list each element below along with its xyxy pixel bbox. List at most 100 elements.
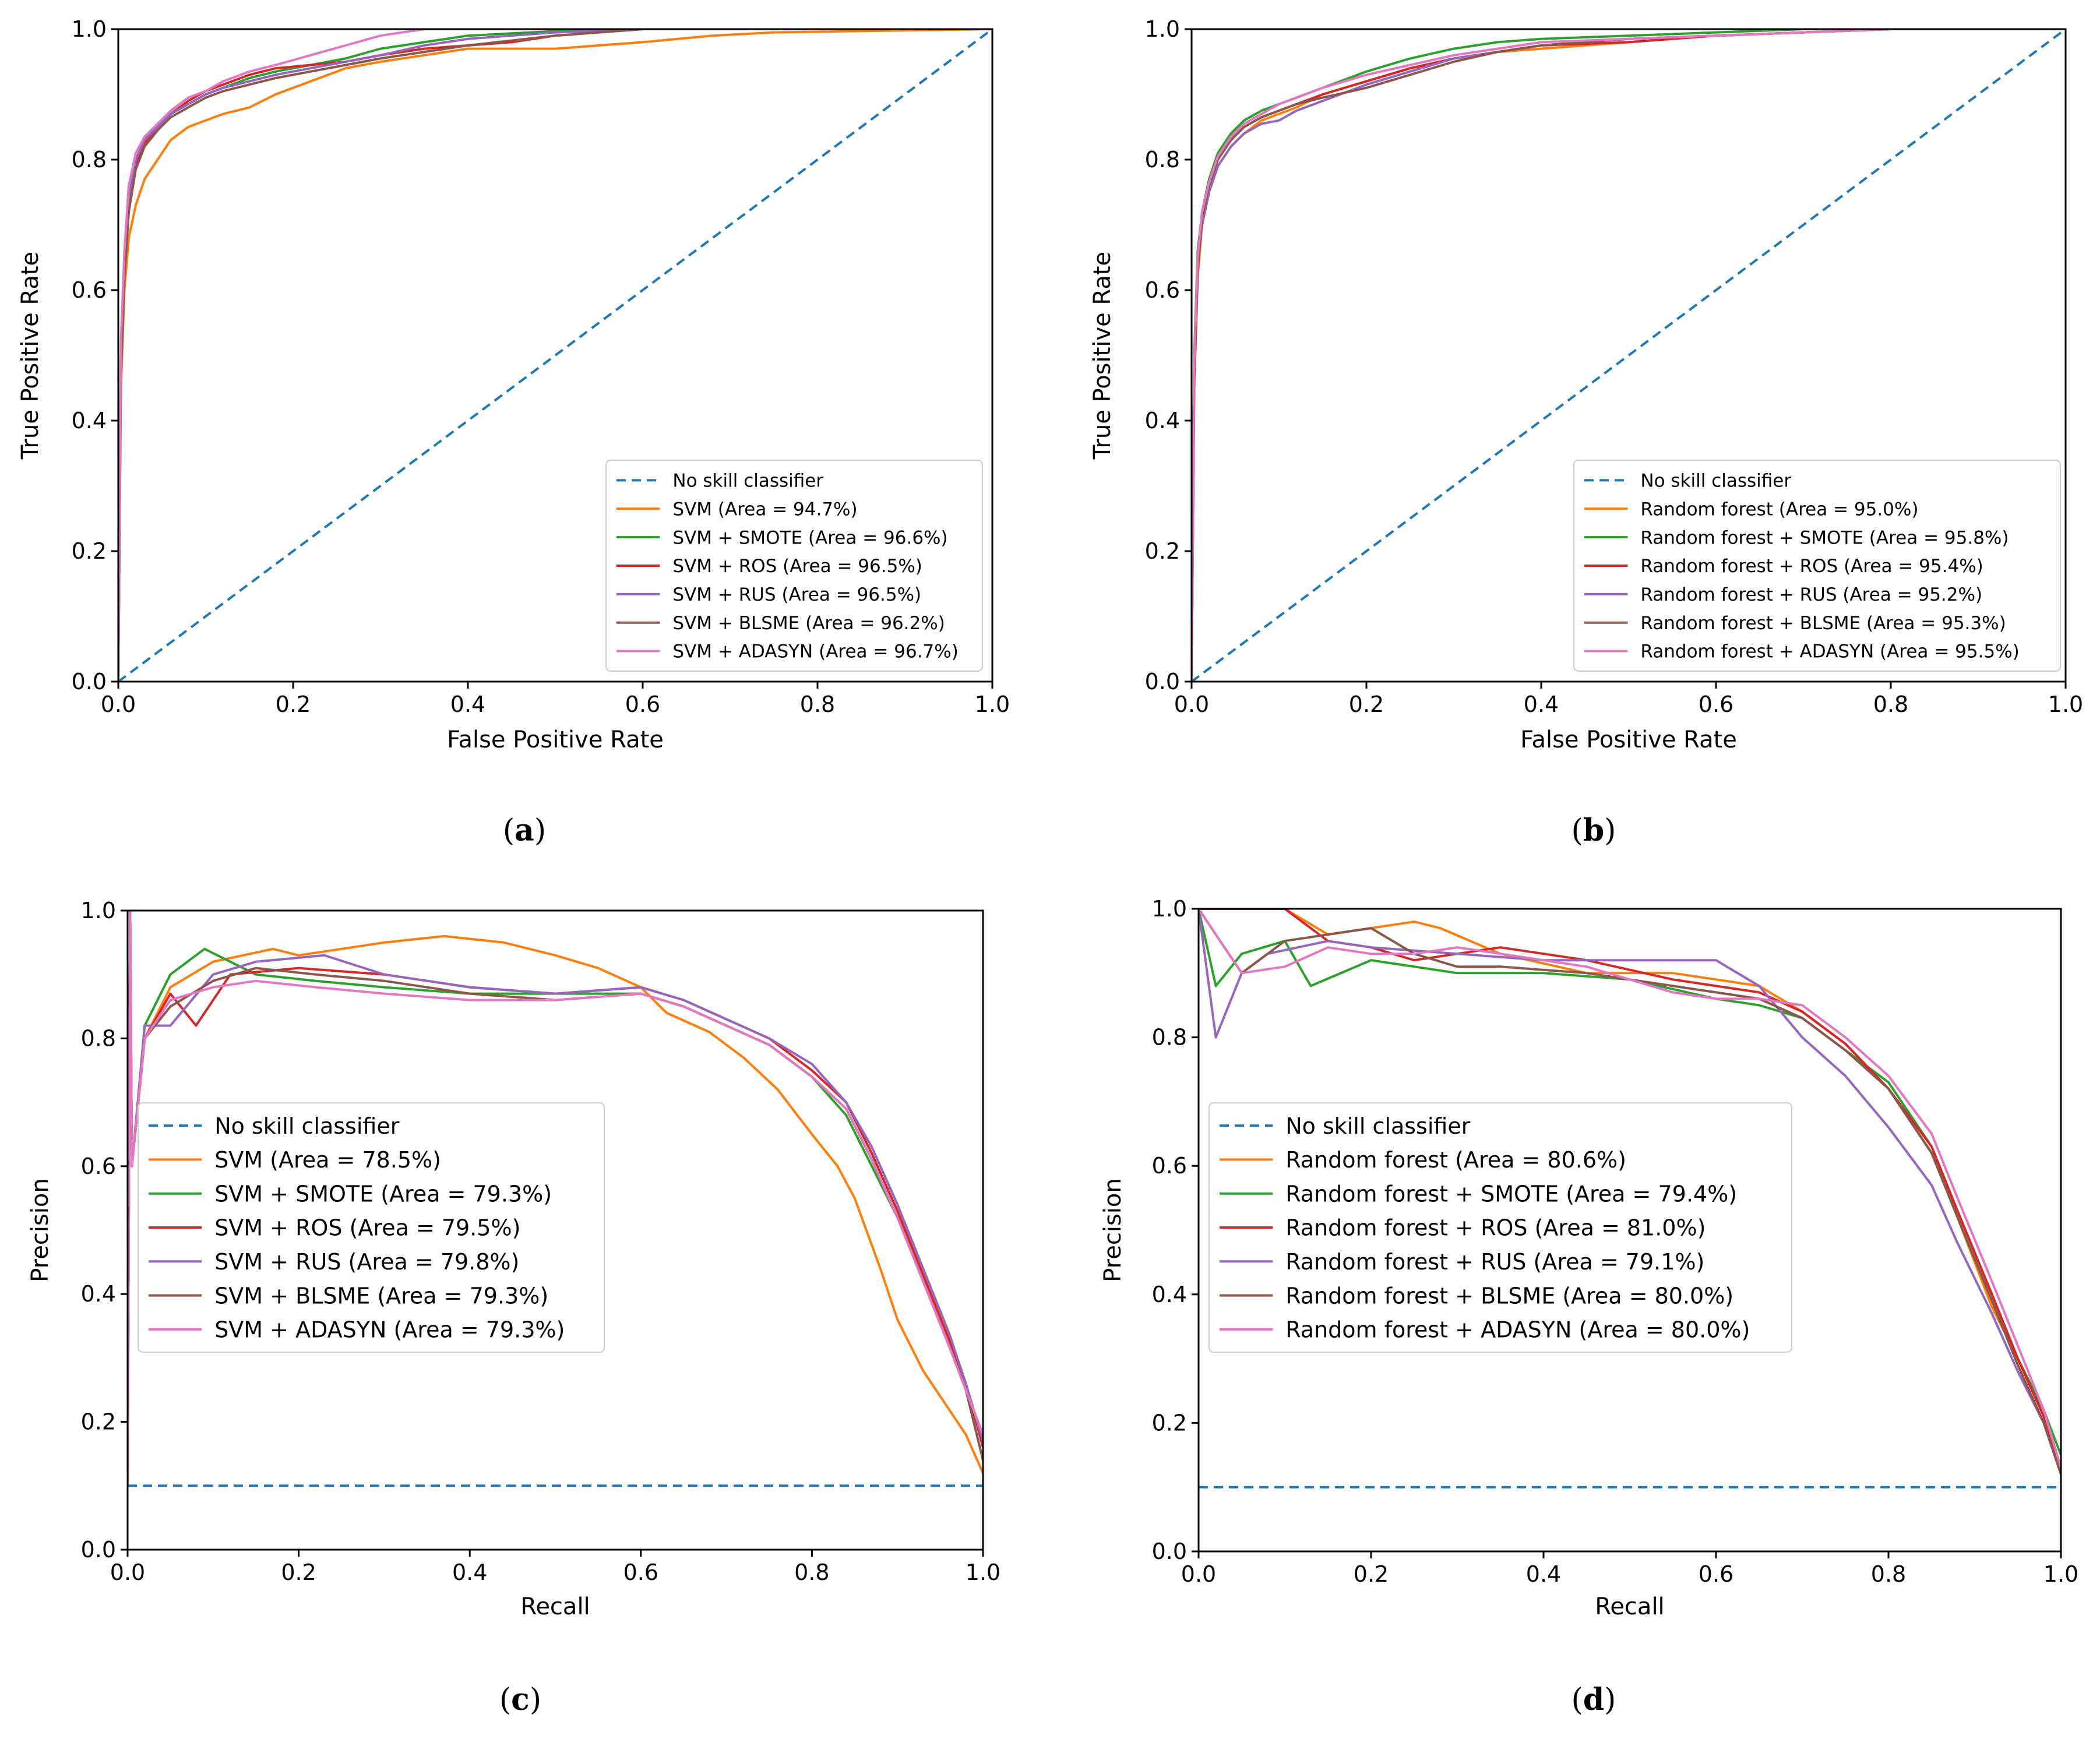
y-tick-label: 0.8 <box>1152 1025 1187 1050</box>
series-line-base <box>118 29 992 682</box>
legend-entry-label: Random forest + ADASYN (Area = 95.5%) <box>1640 641 2019 662</box>
y-tick-label: 0.2 <box>1145 538 1180 564</box>
legend-entry-label: No skill classifier <box>672 471 823 492</box>
y-axis-label: Precision <box>27 1178 54 1282</box>
x-axis-label: Recall <box>1595 1593 1664 1620</box>
y-axis-label: True Positive Rate <box>17 252 44 460</box>
x-tick-label: 0.0 <box>1181 1561 1216 1587</box>
x-tick-label: 0.4 <box>1524 692 1559 717</box>
legend-entry-label: SVM (Area = 94.7%) <box>672 499 857 520</box>
legend-entry-label: SVM + SMOTE (Area = 96.6%) <box>672 527 947 548</box>
x-tick-label: 1.0 <box>966 1560 1000 1585</box>
legend-entry-label: Random forest + SMOTE (Area = 79.4%) <box>1285 1181 1737 1207</box>
x-tick-label: 0.4 <box>452 1560 487 1585</box>
no-skill-baseline <box>118 29 992 682</box>
legend-entry-label: Random forest (Area = 95.0%) <box>1640 499 1918 520</box>
x-tick-label: 0.2 <box>1349 692 1384 717</box>
x-tick-label: 0.8 <box>794 1560 829 1585</box>
panel-caption: (d) <box>1572 1682 1616 1717</box>
x-tick-label: 0.2 <box>276 692 311 717</box>
legend-entry-label: SVM (Area = 78.5%) <box>214 1147 441 1173</box>
legend-entry-label: No skill classifier <box>1640 471 1791 492</box>
series-line-adasyn <box>118 29 992 682</box>
plot-frame <box>1190 28 2067 683</box>
legend: No skill classifier SVM (Area = 78.5%) SVM… <box>138 1102 605 1353</box>
x-tick-label: 0.6 <box>1699 692 1733 717</box>
legend-entry-label: Random forest + BLSME (Area = 95.3%) <box>1640 613 2006 634</box>
y-tick-label: 0.4 <box>72 408 107 433</box>
x-tick-label: 0.6 <box>623 1560 658 1585</box>
legend-entry-label: Random forest + BLSME (Area = 80.0%) <box>1285 1283 1733 1308</box>
plot-frame <box>1197 908 2062 1553</box>
x-tick-label: 0.8 <box>1871 1561 1906 1587</box>
x-tick-label: 0.2 <box>1354 1561 1389 1587</box>
legend-entry-label: SVM + ADASYN (Area = 96.7%) <box>672 641 958 662</box>
y-tick-label: 1.0 <box>81 898 116 923</box>
legend-entry-label: Random forest + RUS (Area = 95.2%) <box>1640 584 1982 605</box>
x-tick-label: 0.6 <box>1699 1561 1733 1587</box>
x-tick-label: 0.2 <box>281 1560 316 1585</box>
x-tick-label: 0.8 <box>1873 692 1908 717</box>
y-tick-label: 0.2 <box>81 1409 116 1435</box>
x-tick-label: 0.0 <box>110 1560 145 1585</box>
plot-frame <box>117 28 993 683</box>
legend-entry-label: SVM + RUS (Area = 96.5%) <box>672 584 921 605</box>
legend-entry-label: No skill classifier <box>1285 1113 1471 1139</box>
series-line-adasyn <box>128 911 983 1486</box>
y-tick-label: 0.2 <box>1152 1410 1187 1435</box>
panel-caption: (b) <box>1572 813 1616 848</box>
y-tick-label: 0.6 <box>72 277 107 303</box>
panel-caption: (a) <box>503 813 546 848</box>
series-line-blsme <box>118 29 992 682</box>
no-skill-baseline <box>1192 29 2066 682</box>
legend: No skill classifier Random forest (Area =… <box>1573 460 2061 672</box>
x-tick-label: 0.8 <box>800 692 835 717</box>
legend-entry-label: SVM + ROS (Area = 79.5%) <box>214 1215 520 1241</box>
series-line-rus <box>128 911 983 1486</box>
legend-entry-label: Random forest + RUS (Area = 79.1%) <box>1285 1249 1704 1275</box>
x-tick-label: 0.4 <box>1526 1561 1561 1587</box>
legend-entry-label: Random forest + ADASYN (Area = 80.0%) <box>1285 1317 1750 1343</box>
x-tick-label: 1.0 <box>975 692 1010 717</box>
legend-entry-label: SVM + SMOTE (Area = 79.3%) <box>214 1181 552 1207</box>
chart-panel-b: 0.0 0.2 0.4 0.6 0.8 1.0 0.0 0.2 0.4 0.6 0.8 1.0 Fals… <box>1089 16 2083 848</box>
y-tick-label: 0.8 <box>1145 147 1180 172</box>
legend: No skill classifier SVM (Area = 94.7%) SVM… <box>605 460 983 672</box>
y-tick-label: 0.4 <box>1152 1282 1187 1307</box>
legend-entry-label: No skill classifier <box>214 1113 400 1139</box>
panel-caption: (c) <box>499 1682 541 1717</box>
series-line-adasyn <box>1199 909 2061 1469</box>
y-tick-label: 0.0 <box>1152 1539 1187 1564</box>
legend-entry-label: SVM + BLSME (Area = 79.3%) <box>214 1283 548 1308</box>
chart-panel-c: 0.0 0.2 0.4 0.6 0.8 1.0 0.0 0.2 0.4 0.6 0.8 1.0 Reca… <box>27 898 1000 1717</box>
legend-entry-label: Random forest (Area = 80.6%) <box>1285 1147 1626 1173</box>
x-axis-label: False Positive Rate <box>1520 726 1737 753</box>
series-line-adasyn <box>1192 29 2066 682</box>
x-tick-label: 0.4 <box>450 692 485 717</box>
legend-box <box>1208 1102 1792 1353</box>
legend-entry-label: Random forest + ROS (Area = 81.0%) <box>1285 1215 1706 1241</box>
y-axis-label: True Positive Rate <box>1089 252 1116 460</box>
x-axis-label: Recall <box>520 1593 590 1620</box>
x-tick-label: 1.0 <box>2048 692 2083 717</box>
legend-entry-label: SVM + BLSME (Area = 96.2%) <box>672 613 945 634</box>
y-tick-label: 0.6 <box>1145 277 1180 303</box>
y-tick-label: 0.6 <box>1152 1153 1187 1179</box>
x-tick-label: 0.6 <box>625 692 660 717</box>
y-tick-label: 0.4 <box>81 1281 116 1307</box>
legend-box <box>138 1102 605 1353</box>
plot-frame <box>126 909 984 1551</box>
y-tick-label: 0.0 <box>81 1537 116 1562</box>
series-line-blsme <box>1199 909 2061 1475</box>
y-tick-label: 0.0 <box>1145 669 1180 694</box>
y-tick-label: 0.0 <box>72 669 107 694</box>
x-tick-label: 1.0 <box>2043 1561 2078 1587</box>
legend: No skill classifier Random forest (Area =… <box>1208 1102 1792 1353</box>
legend-box <box>1573 460 2061 672</box>
y-tick-label: 1.0 <box>72 16 107 42</box>
legend-entry-label: Random forest + SMOTE (Area = 95.8%) <box>1640 527 2009 548</box>
y-tick-label: 0.8 <box>81 1025 116 1051</box>
legend-box <box>605 460 983 672</box>
